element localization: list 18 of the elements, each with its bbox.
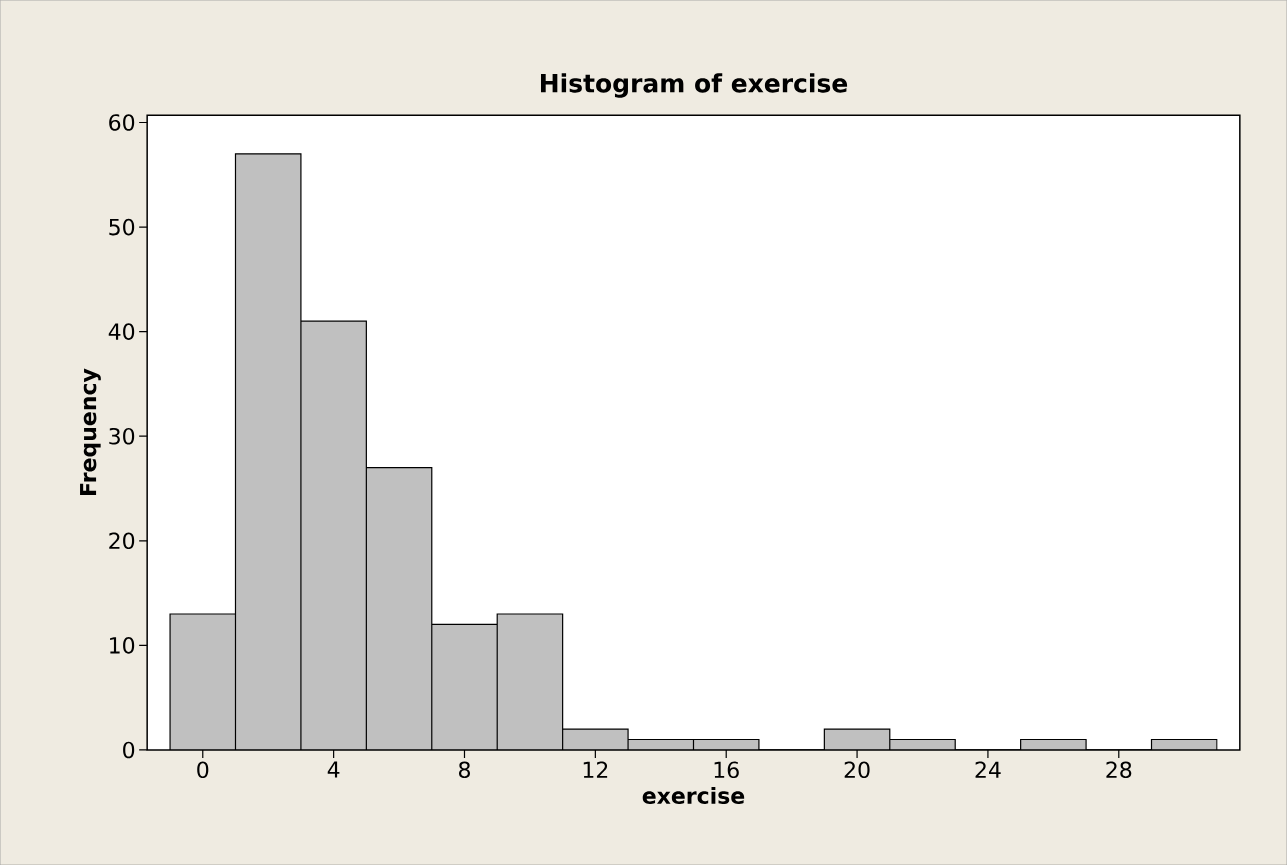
x-tick-label: 0: [197, 761, 209, 779]
y-tick-label: 10: [110, 637, 135, 654]
y-axis-title: Frequency: [80, 368, 101, 495]
x-tick-label: 16: [714, 761, 739, 779]
y-tick-label: 50: [109, 218, 135, 236]
x-tick-label: 20: [844, 761, 870, 779]
y-tick-label: 30: [109, 427, 135, 445]
x-tick-label: 4: [327, 761, 340, 778]
y-tick-label: 40: [108, 323, 135, 340]
y-tick-label: 60: [109, 114, 135, 131]
x-tick-label: 28: [1106, 761, 1132, 779]
chart-title: Histogram of exercise: [540, 73, 848, 98]
x-tick-label: 8: [459, 761, 470, 779]
y-tick-label: 20: [109, 532, 135, 550]
y-tick-label: 0: [123, 741, 135, 759]
x-tick-label: 24: [975, 761, 1001, 778]
x-tick-label: 12: [583, 761, 608, 778]
x-axis-title: exercise: [642, 786, 745, 804]
